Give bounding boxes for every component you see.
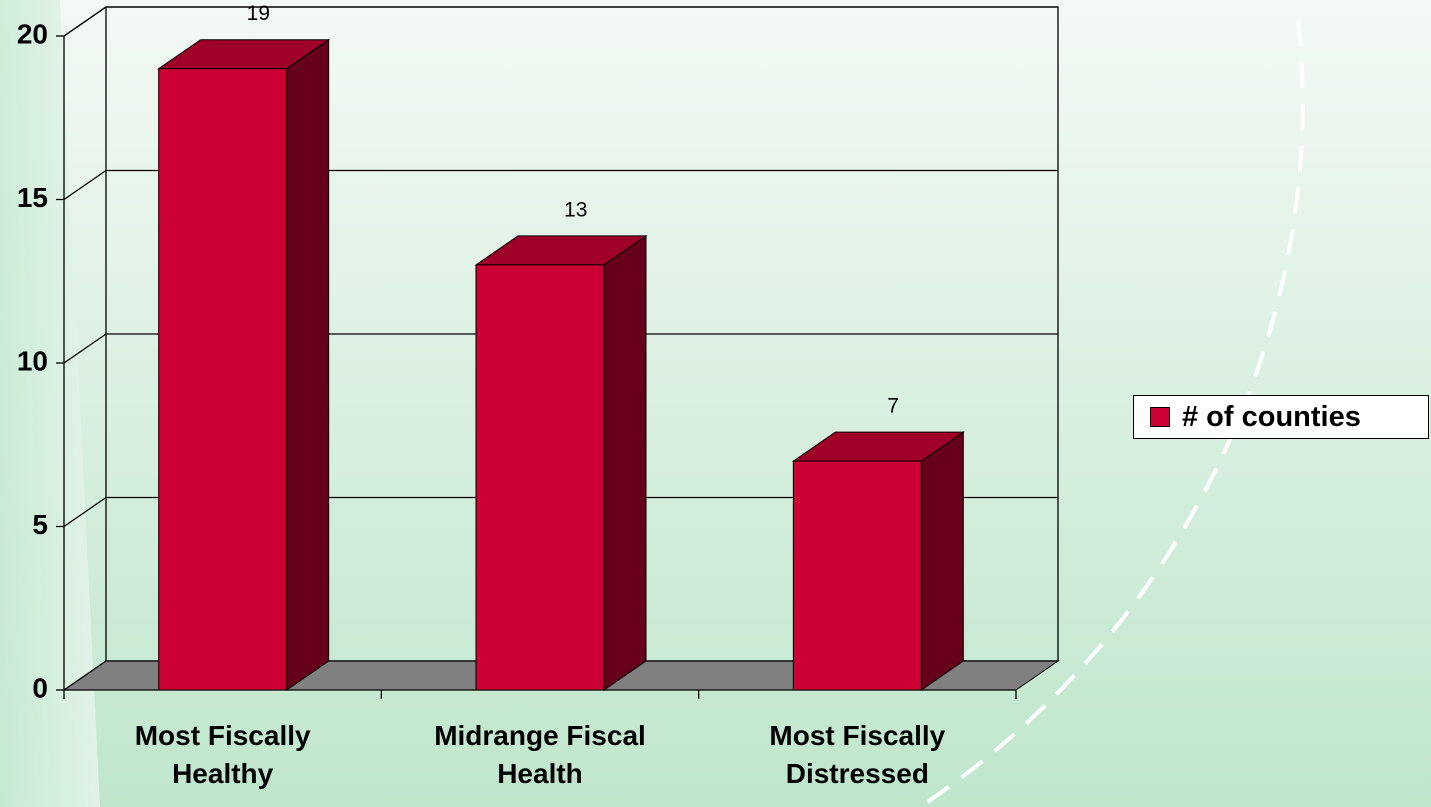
legend-label: # of counties [1182, 401, 1361, 433]
decor-arc [918, 19, 1305, 807]
y-tick-label: 0 [32, 672, 48, 703]
value-label: 19 [247, 2, 270, 25]
grid-side [63, 169, 107, 201]
bar [158, 68, 288, 691]
y-tick-label: 20 [17, 18, 48, 49]
grid-side [63, 660, 107, 691]
bar [792, 460, 922, 691]
bar [475, 264, 605, 691]
x-tick-label: Most Fiscally Healthy [134, 720, 311, 789]
y-tick-label: 5 [32, 509, 48, 540]
legend: # of counties [1133, 395, 1429, 439]
grid-side [63, 496, 107, 528]
bar-side [603, 234, 647, 691]
grid-side [63, 333, 107, 364]
stripe [0, 0, 100, 807]
grid-side [63, 6, 107, 37]
y-tick-label: 10 [17, 345, 48, 376]
x-tick-label: Midrange Fiscal Health [434, 720, 646, 789]
value-label: 7 [887, 395, 899, 418]
bar-side [286, 38, 330, 691]
legend-swatch [1150, 407, 1170, 427]
bar-side [920, 431, 964, 691]
y-tick-label: 15 [17, 182, 48, 213]
value-label: 13 [564, 198, 587, 221]
x-tick-label: Most Fiscally Distressed [769, 720, 946, 789]
